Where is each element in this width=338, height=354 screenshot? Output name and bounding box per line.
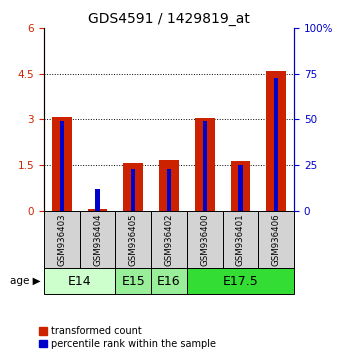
Text: GSM936404: GSM936404 [93, 213, 102, 266]
Bar [195, 118, 215, 211]
Bar [95, 189, 100, 211]
Bar [167, 169, 171, 211]
Text: age ▶: age ▶ [10, 276, 41, 286]
Bar [159, 160, 179, 211]
Bar [266, 72, 286, 211]
Text: GSM936400: GSM936400 [200, 213, 209, 266]
FancyBboxPatch shape [44, 211, 80, 268]
FancyBboxPatch shape [115, 211, 151, 268]
FancyBboxPatch shape [151, 268, 187, 294]
Bar [123, 162, 143, 211]
Bar [274, 78, 278, 211]
Text: GSM936402: GSM936402 [165, 213, 173, 266]
Text: E16: E16 [157, 275, 181, 287]
FancyBboxPatch shape [80, 211, 115, 268]
FancyBboxPatch shape [151, 211, 187, 268]
Bar [88, 209, 107, 211]
Bar [60, 121, 64, 211]
Text: E14: E14 [68, 275, 92, 287]
Text: GSM936401: GSM936401 [236, 213, 245, 266]
Bar [231, 161, 250, 211]
FancyBboxPatch shape [115, 268, 151, 294]
FancyBboxPatch shape [187, 268, 294, 294]
Bar [202, 121, 207, 211]
Text: GSM936405: GSM936405 [129, 213, 138, 266]
FancyBboxPatch shape [258, 211, 294, 268]
FancyBboxPatch shape [223, 211, 258, 268]
Text: E15: E15 [121, 275, 145, 287]
Bar [238, 165, 243, 211]
Legend: transformed count, percentile rank within the sample: transformed count, percentile rank withi… [39, 326, 216, 349]
FancyBboxPatch shape [44, 268, 115, 294]
Text: E17.5: E17.5 [223, 275, 258, 287]
Bar [52, 117, 72, 211]
Bar [131, 169, 136, 211]
Text: GSM936403: GSM936403 [57, 213, 66, 266]
Text: GSM936406: GSM936406 [272, 213, 281, 266]
Text: GDS4591 / 1429819_at: GDS4591 / 1429819_at [88, 12, 250, 27]
FancyBboxPatch shape [187, 211, 223, 268]
